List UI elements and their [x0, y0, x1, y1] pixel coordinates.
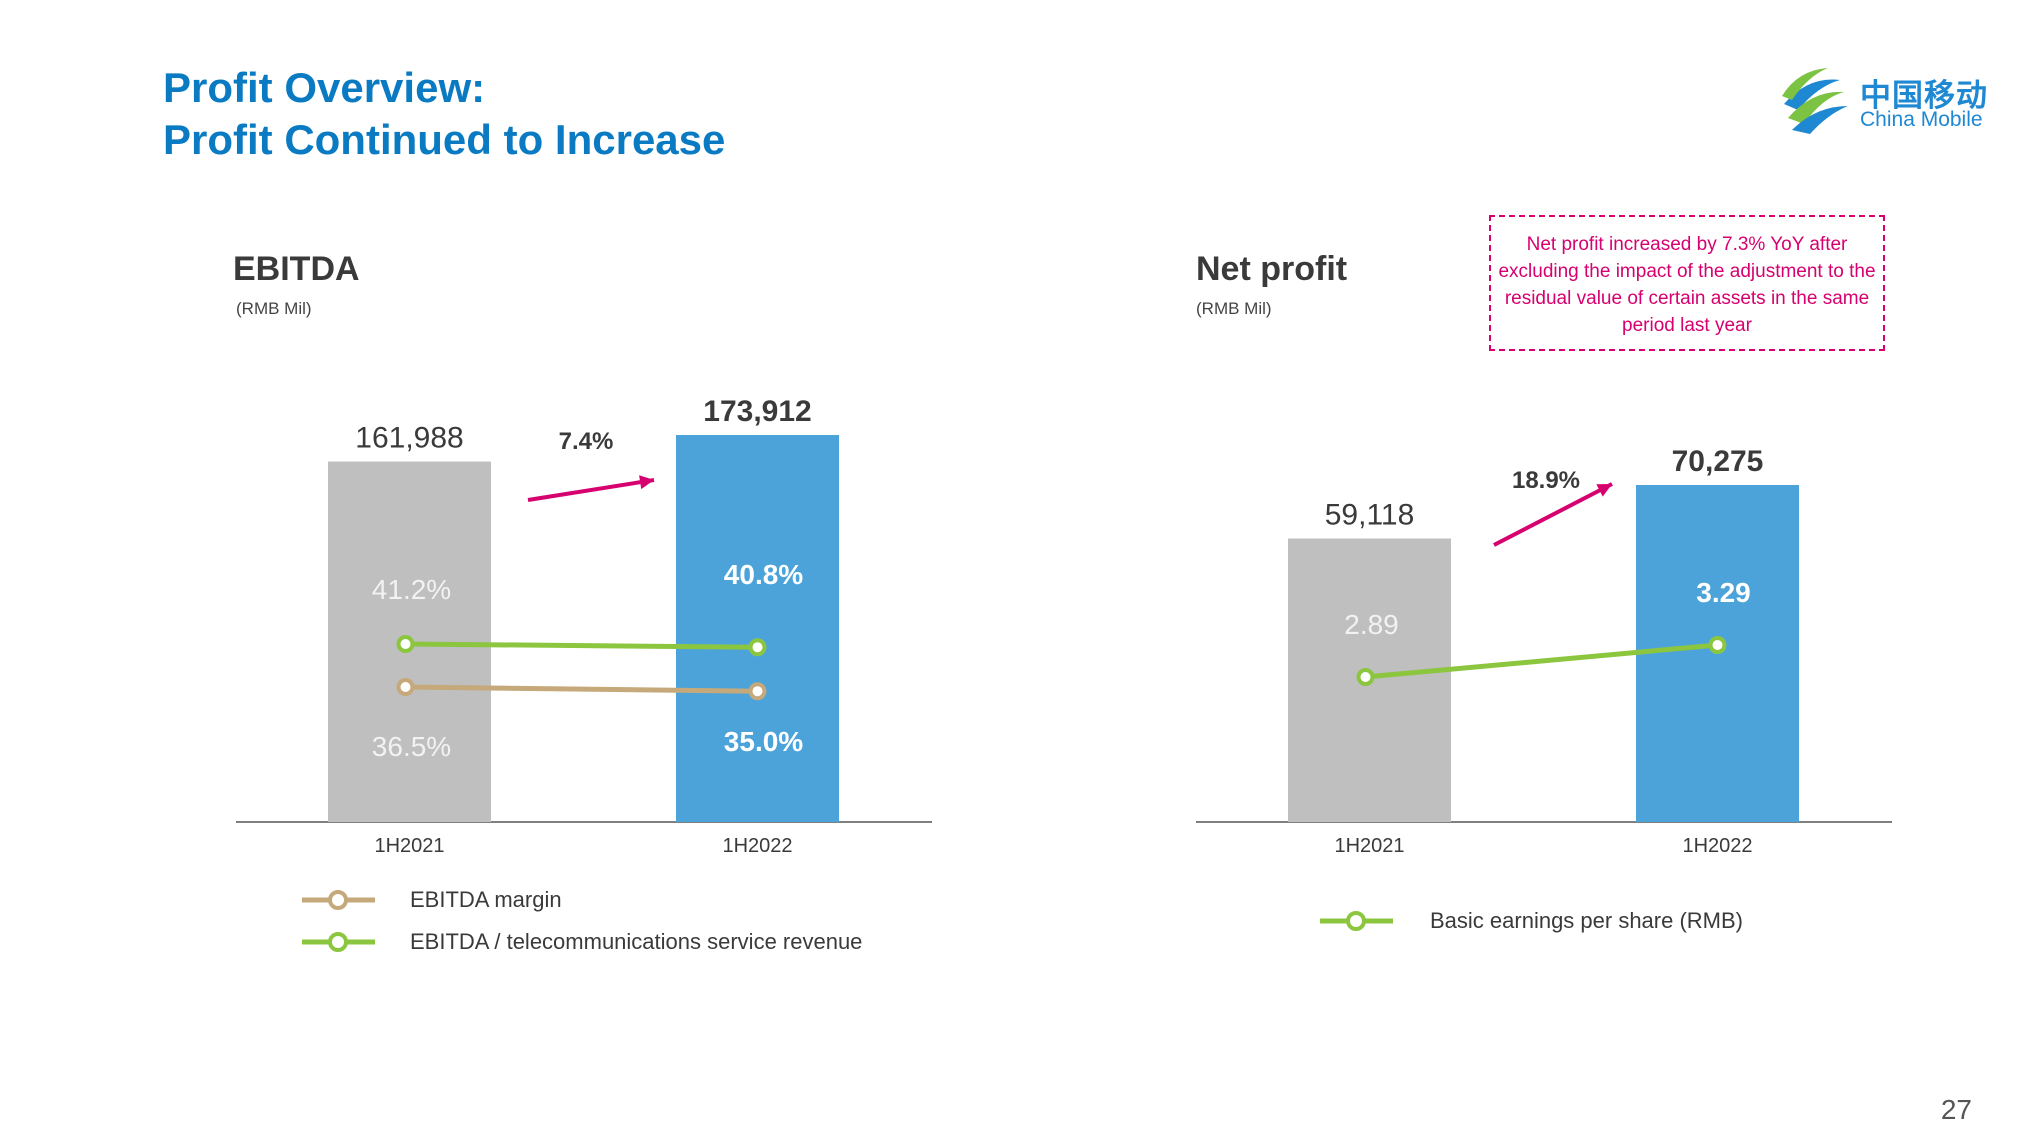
net-profit-note-box: Net profit increased by 7.3% YoY after e…: [1489, 215, 1885, 351]
page-title-line2: Profit Continued to Increase: [163, 116, 726, 163]
bar-value-label: 59,118: [1325, 499, 1415, 532]
ebitda-chart: 161,988 1H2021 173,912 1H2022 7.4% 36.5% 35.0%…: [236, 395, 932, 857]
bar-value-label: 70,275: [1672, 445, 1764, 478]
growth-arrow-icon: [527, 478, 655, 502]
ebitda-margin-marker-icon: [302, 890, 375, 910]
bar-value-label: 173,912: [703, 395, 811, 428]
bar-1H2022: [676, 435, 839, 822]
series-line: [405, 684, 758, 694]
legend-label-ebitda-service-revenue: EBITDA / telecommunications service reve…: [410, 929, 863, 954]
logo-english-text: China Mobile: [1860, 108, 1983, 131]
growth-arrow-icon: [1493, 482, 1613, 547]
series-data-label: 41.2%: [372, 574, 451, 605]
series-data-label: 35.0%: [724, 726, 803, 757]
series-point: [1356, 668, 1375, 686]
series-data-label: 40.8%: [724, 559, 803, 590]
series-line: [1365, 642, 1718, 680]
series-data-label: 2.89: [1344, 609, 1399, 640]
page-number: 27: [1940, 1094, 1972, 1125]
x-tick-label: 1H2021: [1334, 835, 1404, 857]
bar-value-label: 161,988: [355, 422, 463, 455]
series-data-label: 3.29: [1696, 577, 1751, 608]
ebitda-chart-unit: (RMB Mil): [236, 299, 312, 318]
series-point: [396, 635, 415, 653]
series-point: [748, 638, 767, 657]
logo-chinese-text: 中国移动: [1860, 78, 1988, 114]
growth-arrowhead-icon: [639, 475, 654, 490]
china-mobile-logo-icon: [1782, 68, 1848, 134]
x-tick-label: 1H2021: [374, 835, 444, 857]
x-tick-label: 1H2022: [722, 835, 792, 857]
series-point: [748, 682, 767, 701]
series-point: [396, 678, 415, 696]
series-line: [405, 641, 758, 650]
legend-label-basic-eps: Basic earnings per share (RMB): [1430, 908, 1744, 933]
ebitda-service-revenue-marker-icon: [302, 932, 375, 952]
net-profit-chart: 59,118 1H2021 70,275 1H2022 18.9% 2.89 3.29: [1196, 445, 1892, 857]
growth-rate-label: 18.9%: [1512, 467, 1580, 494]
basic-eps-marker-icon: [1320, 911, 1393, 931]
net-profit-chart-unit: (RMB Mil): [1196, 299, 1272, 318]
page-title-line1: Profit Overview:: [163, 64, 486, 111]
legend-label-ebitda-margin: EBITDA margin: [410, 887, 562, 912]
series-point: [1708, 636, 1727, 654]
growth-rate-label: 7.4%: [559, 428, 614, 455]
page-title: Profit Overview: Profit Continued to Inc…: [163, 62, 725, 166]
growth-arrowhead-icon: [1596, 484, 1612, 497]
china-mobile-logo: 中国移动 China Mobile: [1778, 66, 1992, 136]
x-tick-label: 1H2022: [1682, 835, 1752, 857]
ebitda-chart-title: EBITDA: [233, 250, 360, 288]
net-profit-chart-title: Net profit: [1196, 250, 1348, 288]
series-data-label: 36.5%: [372, 731, 451, 762]
